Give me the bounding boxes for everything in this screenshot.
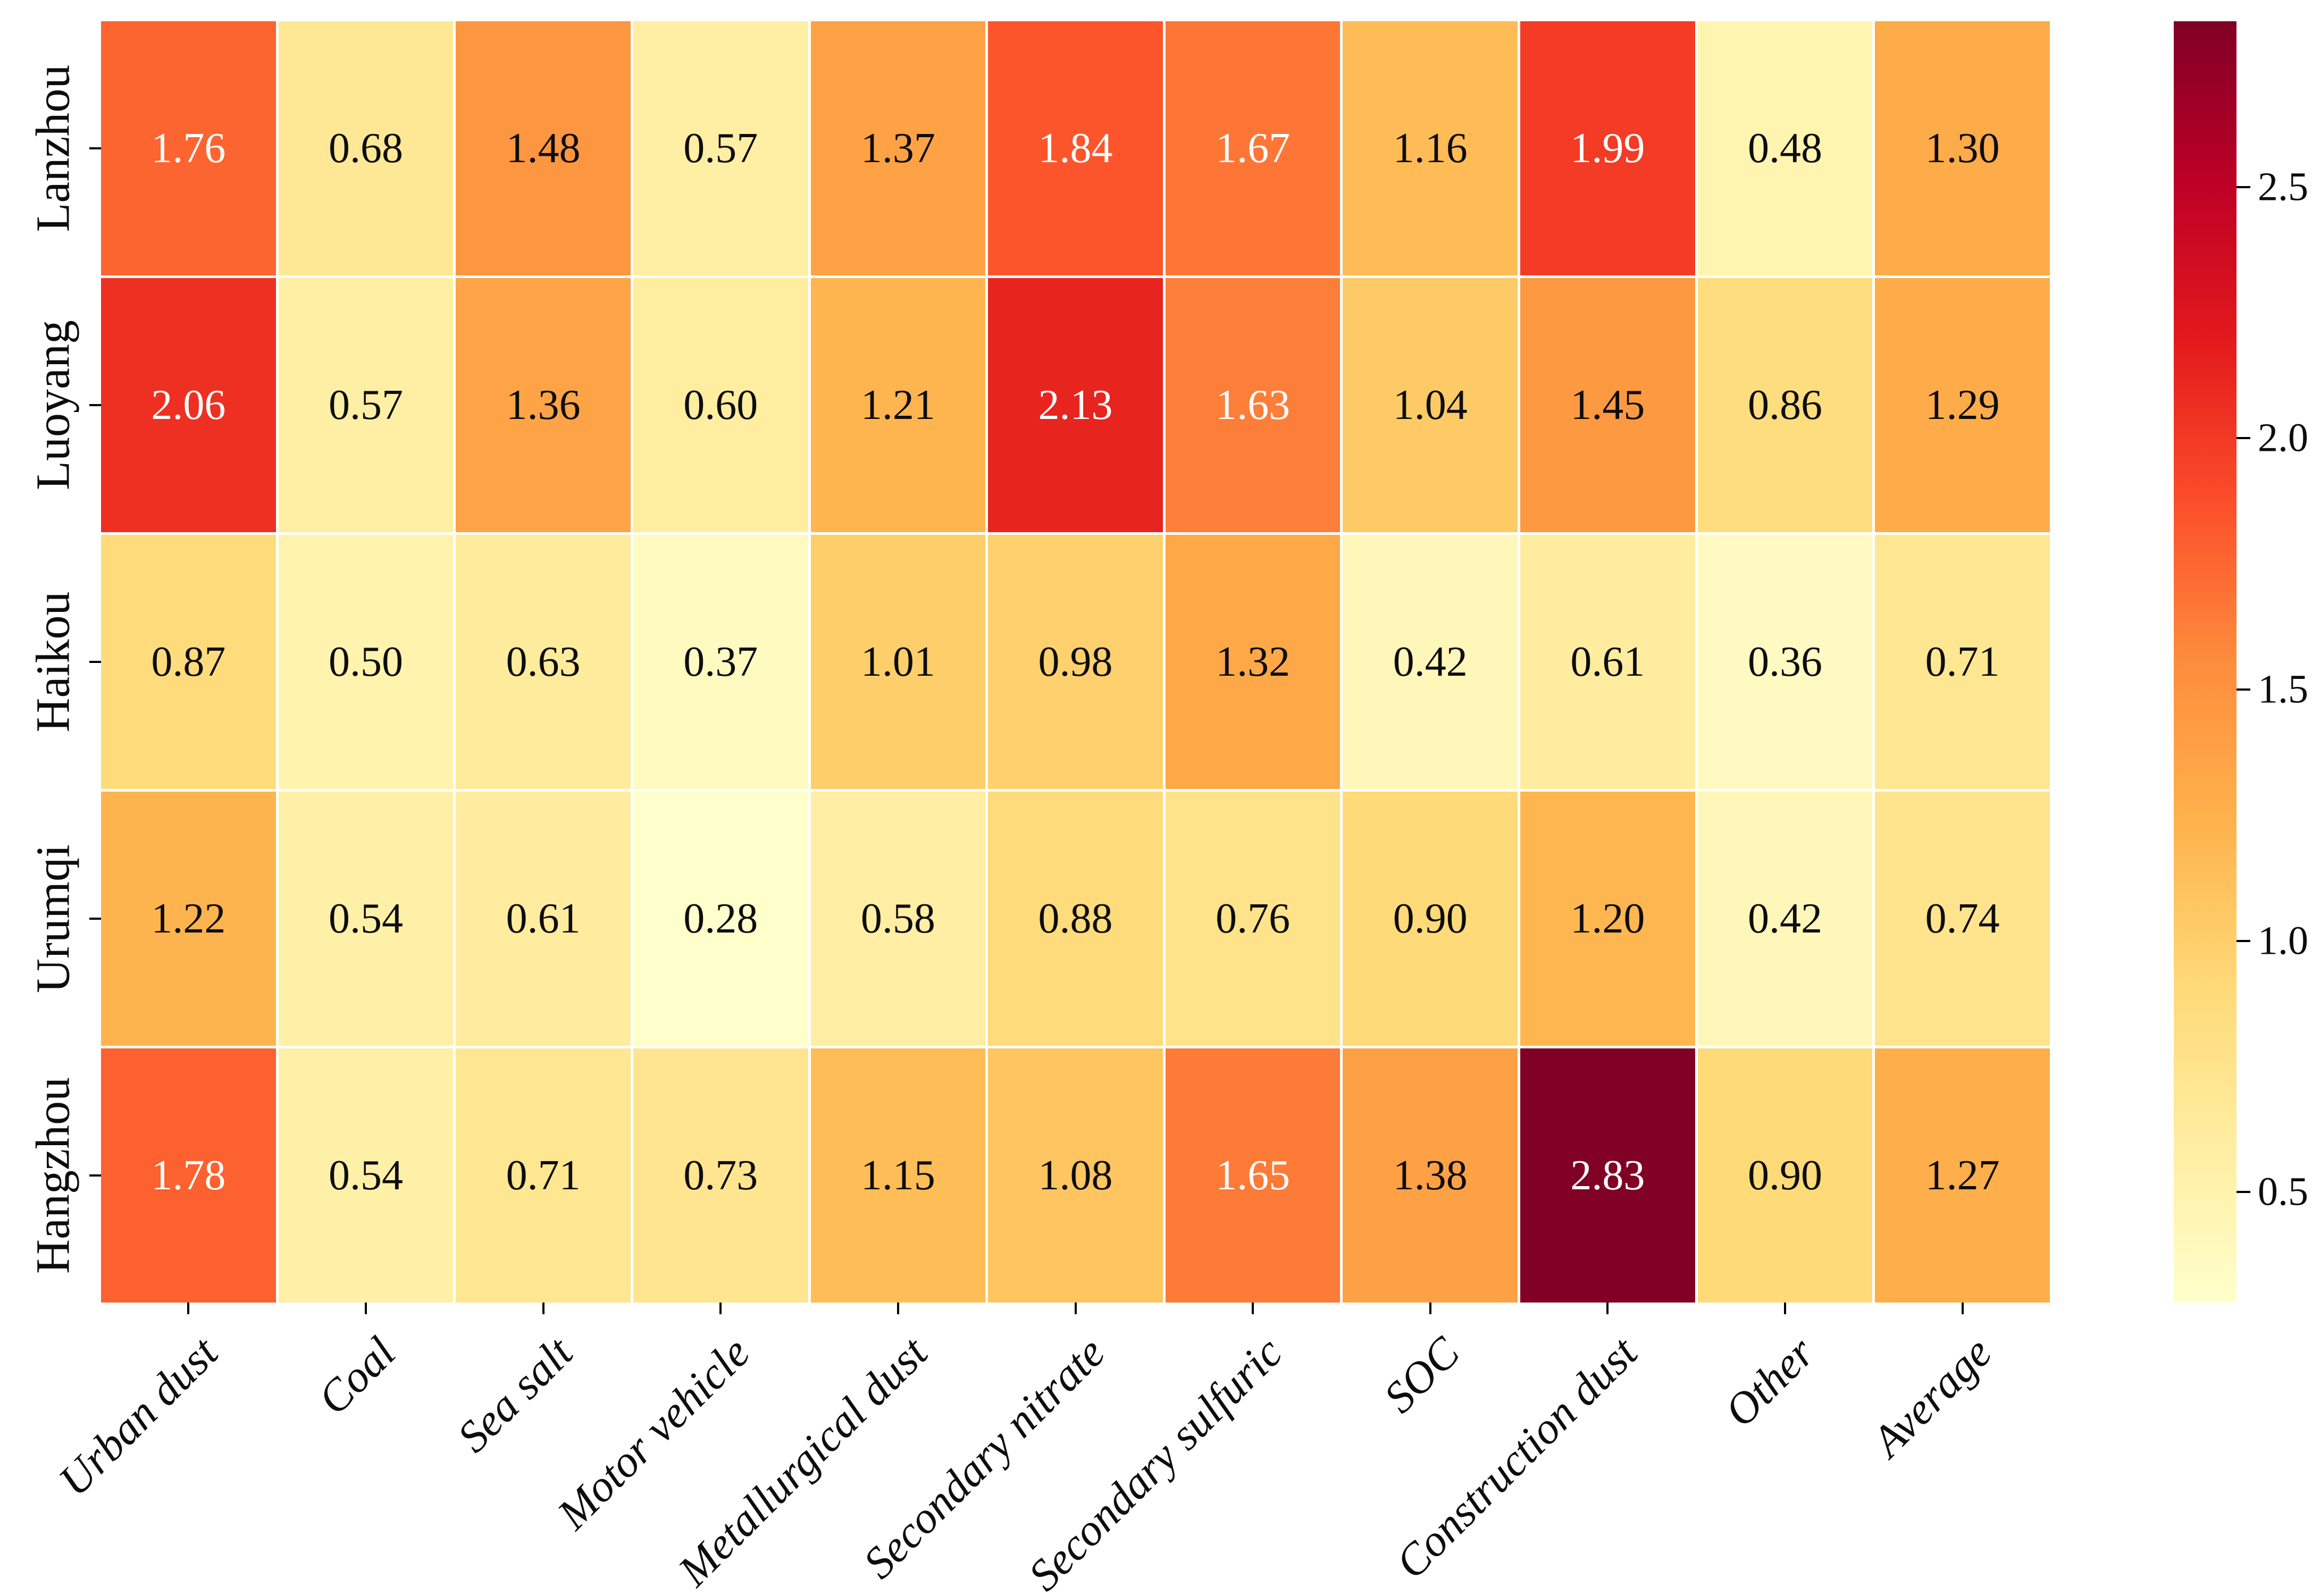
colorbar-tick-mark: [2236, 437, 2250, 440]
heatmap-cell: 1.21: [810, 278, 986, 532]
colorbar-tick-mark: [2236, 939, 2250, 942]
heatmap-cell: 0.54: [278, 1048, 454, 1303]
heatmap-cell: 0.71: [1875, 535, 2050, 789]
colorbar-tick-label: 0.5: [2258, 1169, 2308, 1214]
heatmap-cell: 0.63: [456, 535, 631, 789]
heatmap-cell: 0.98: [988, 535, 1163, 789]
y-tick-label: Luoyang: [27, 320, 80, 490]
heatmap-cell: 1.36: [456, 278, 631, 532]
heatmap-cell: 0.90: [1343, 792, 1518, 1046]
x-tick-label: SOC: [1374, 1328, 1469, 1423]
heatmap-cell: 0.73: [633, 1048, 808, 1303]
heatmap-cell: 1.15: [810, 1048, 986, 1303]
heatmap-cell: 1.78: [101, 1048, 276, 1303]
heatmap-cell: 0.90: [1697, 1048, 1873, 1303]
heatmap-cell: 0.54: [278, 792, 454, 1046]
colorbar-tick-mark: [2236, 186, 2250, 188]
heatmap-cell: 0.58: [810, 792, 986, 1046]
y-tick-label: Lanzhou: [27, 64, 80, 232]
heatmap-cell: 1.48: [456, 21, 631, 275]
x-tick-label: Sea salt: [448, 1328, 582, 1462]
heatmap-cell: 0.87: [101, 535, 276, 789]
heatmap-cell: 1.84: [988, 21, 1163, 275]
heatmap-cell: 0.37: [633, 535, 808, 789]
heatmap-cell: 2.06: [101, 278, 276, 532]
heatmap-cell: 1.67: [1165, 21, 1341, 275]
heatmap-cell: 0.42: [1697, 792, 1873, 1046]
heatmap-cell: 1.63: [1165, 278, 1341, 532]
x-tick-label: Urban dust: [49, 1328, 228, 1506]
heatmap-cell: 1.45: [1520, 278, 1695, 532]
heatmap-cell: 2.83: [1520, 1048, 1695, 1303]
colorbar-tick-label: 2.0: [2258, 415, 2308, 460]
heatmap-cell: 1.08: [988, 1048, 1163, 1303]
x-tick-mark: [897, 1303, 899, 1314]
x-tick-mark: [1606, 1303, 1609, 1314]
x-tick-mark: [1252, 1303, 1254, 1314]
y-tick-mark: [89, 661, 101, 663]
heatmap-cell: 0.61: [1520, 535, 1695, 789]
heatmap-cell: 0.57: [278, 278, 454, 532]
x-tick-mark: [719, 1303, 722, 1314]
heatmap-cell: 0.48: [1697, 21, 1873, 275]
heatmap-cell: 1.01: [810, 535, 986, 789]
heatmap-cell: 1.04: [1343, 278, 1518, 532]
y-tick-label: Hangzhou: [27, 1077, 80, 1274]
heatmap-cell: 1.16: [1343, 21, 1518, 275]
heatmap-cell: 0.36: [1697, 535, 1873, 789]
y-tick-label: Urumqi: [27, 844, 80, 993]
heatmap-cell: 0.88: [988, 792, 1163, 1046]
colorbar-tick-label: 1.5: [2258, 667, 2308, 712]
heatmap-cell: 1.76: [101, 21, 276, 275]
colorbar-tick-mark: [2236, 1191, 2250, 1194]
heatmap-cell: 1.20: [1520, 792, 1695, 1046]
heatmap-cell: 1.32: [1165, 535, 1341, 789]
colorbar-tick-label: 1.0: [2258, 918, 2308, 963]
heatmap-cell: 0.57: [633, 21, 808, 275]
heatmap-cell: 0.86: [1697, 278, 1873, 532]
y-tick-mark: [89, 404, 101, 406]
heatmap-cell: 1.27: [1875, 1048, 2050, 1303]
heatmap-cell: 0.60: [633, 278, 808, 532]
x-tick-mark: [1074, 1303, 1077, 1314]
heatmap-cell: 0.71: [456, 1048, 631, 1303]
x-tick-mark: [1784, 1303, 1787, 1314]
heatmap-cell: 1.29: [1875, 278, 2050, 532]
x-tick-mark: [364, 1303, 367, 1314]
y-tick-mark: [89, 918, 101, 920]
colorbar: [2174, 21, 2236, 1303]
colorbar-tick-mark: [2236, 688, 2250, 691]
heatmap-cell: 1.99: [1520, 21, 1695, 275]
heatmap-cell: 0.61: [456, 792, 631, 1046]
heatmap-cell: 0.28: [633, 792, 808, 1046]
heatmap-cell: 1.65: [1165, 1048, 1341, 1303]
heatmap-cell: 0.50: [278, 535, 454, 789]
heatmap-cell: 1.38: [1343, 1048, 1518, 1303]
heatmap-cell: 1.30: [1875, 21, 2050, 275]
heatmap-cell: 2.13: [988, 278, 1163, 532]
x-tick-label: Other: [1715, 1328, 1824, 1437]
x-tick-mark: [187, 1303, 190, 1314]
x-tick-label: Average: [1863, 1328, 2001, 1466]
heatmap-cell: 0.68: [278, 21, 454, 275]
x-tick-mark: [1961, 1303, 1964, 1314]
y-tick-label: Haikou: [27, 591, 80, 733]
heatmap-cell: 0.42: [1343, 535, 1518, 789]
colorbar-tick-label: 2.5: [2258, 164, 2308, 209]
x-tick-mark: [1429, 1303, 1431, 1314]
heatmap-cell: 0.74: [1875, 792, 2050, 1046]
y-tick-mark: [89, 147, 101, 149]
heatmap-grid: 1.76 0.68 1.48 0.57 1.37 1.84 1.67 1.16 1.99 0.48…: [101, 21, 2050, 1303]
x-tick-label: Coal: [308, 1328, 405, 1424]
y-tick-mark: [89, 1174, 101, 1177]
heatmap-cell: 1.37: [810, 21, 986, 275]
heatmap-cell: 0.76: [1165, 792, 1341, 1046]
heatmap-cell: 1.22: [101, 792, 276, 1046]
x-tick-mark: [542, 1303, 545, 1314]
